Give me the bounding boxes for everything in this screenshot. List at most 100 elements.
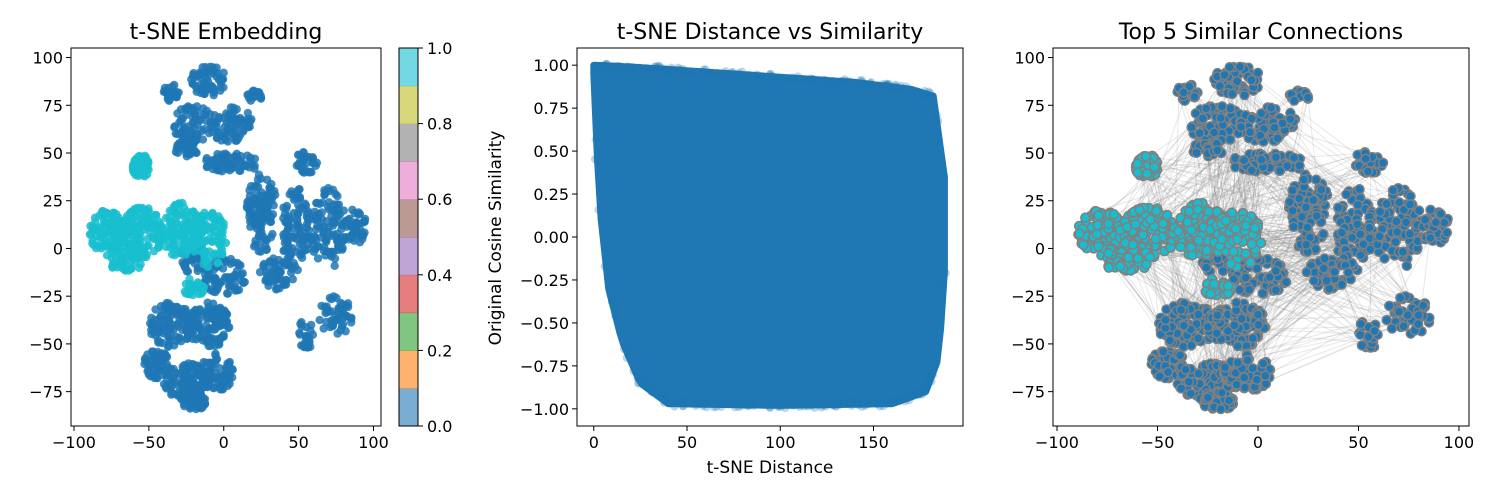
data-point [807, 401, 816, 410]
data-point [834, 401, 843, 410]
data-point [1114, 261, 1126, 272]
data-point [347, 233, 357, 243]
data-point [700, 67, 709, 76]
data-point [743, 401, 752, 410]
data-point [699, 65, 708, 74]
data-point [817, 403, 826, 412]
data-point [206, 122, 216, 132]
data-point [831, 399, 840, 408]
data-point [701, 399, 710, 408]
data-point [613, 62, 622, 71]
data-point [319, 324, 328, 333]
data-point [624, 63, 633, 72]
data-point [809, 75, 818, 84]
data-point [192, 388, 202, 397]
data-point [661, 68, 670, 77]
data-point [736, 72, 745, 81]
y-tick-label: −0.75 [520, 357, 569, 376]
data-point [164, 88, 173, 97]
data-point [602, 59, 611, 68]
data-point [255, 240, 264, 249]
data-point [786, 400, 795, 409]
data-point [89, 240, 98, 250]
data-point [723, 397, 732, 406]
data-point [1400, 217, 1412, 228]
colorbar-segment [399, 274, 418, 314]
data-point [161, 242, 171, 252]
data-point [1192, 333, 1204, 344]
data-point [279, 203, 288, 212]
colorbar-segment [399, 48, 418, 87]
data-point [1174, 350, 1186, 361]
data-point [240, 277, 249, 287]
y-tick-label: 100 [32, 49, 63, 68]
data-point [256, 223, 265, 232]
data-point [256, 93, 266, 102]
colorbar-segment [399, 161, 418, 200]
data-point [721, 67, 730, 76]
data-point [1256, 154, 1267, 165]
data-point [872, 400, 881, 409]
data-point [882, 397, 891, 406]
data-point [829, 401, 838, 410]
panel-distance-vs-similarity: t-SNE Distance vs Similarity 0 50 100 150 −… [486, 20, 964, 478]
data-point [1236, 313, 1247, 325]
data-point [112, 210, 121, 219]
data-point [1302, 92, 1314, 103]
data-point [1154, 371, 1165, 382]
data-point [301, 332, 311, 341]
data-point [295, 194, 305, 203]
data-point [834, 399, 843, 408]
data-point [1215, 403, 1227, 415]
data-point [747, 398, 756, 407]
data-point [741, 400, 750, 409]
data-point [322, 217, 332, 226]
data-point [168, 377, 177, 386]
data-point [924, 374, 933, 383]
data-point [1193, 309, 1204, 320]
connection-line [1136, 169, 1412, 321]
data-point [879, 402, 888, 411]
data-point [168, 82, 177, 91]
data-point [1387, 185, 1399, 196]
data-point [1319, 253, 1330, 264]
data-point [1240, 248, 1251, 259]
data-point [1308, 194, 1319, 206]
data-point [852, 398, 861, 407]
data-point [245, 206, 254, 215]
data-point [1288, 221, 1299, 233]
data-point [355, 209, 365, 219]
data-point [1265, 102, 1277, 113]
data-point [701, 65, 710, 74]
connection-line [1170, 91, 1180, 333]
data-point [1149, 161, 1160, 173]
data-point [864, 80, 873, 89]
data-point [882, 80, 891, 89]
connection-line [1128, 154, 1360, 220]
data-point [689, 70, 698, 79]
data-point [165, 365, 175, 374]
data-point [206, 62, 215, 72]
data-point [344, 215, 353, 224]
x-tick-label: 150 [858, 433, 889, 452]
data-point [188, 329, 198, 338]
data-point [203, 298, 212, 307]
data-point [324, 198, 334, 207]
data-point [1404, 228, 1416, 240]
colorbar-segment [399, 350, 418, 389]
data-point [214, 75, 224, 85]
data-point [86, 229, 96, 238]
colorbar-segment [399, 199, 418, 238]
data-point [148, 219, 158, 228]
x-tick-label: −50 [132, 433, 166, 452]
colorbar-ticks: 0.00.20.40.60.81.0 [418, 39, 452, 436]
data-point [302, 212, 311, 221]
data-point [840, 399, 849, 408]
data-point [707, 69, 716, 78]
data-point [1231, 379, 1242, 390]
data-point [900, 397, 909, 406]
data-point [1132, 253, 1144, 264]
data-point [198, 135, 208, 144]
data-point [824, 78, 833, 87]
data-point [733, 72, 742, 81]
